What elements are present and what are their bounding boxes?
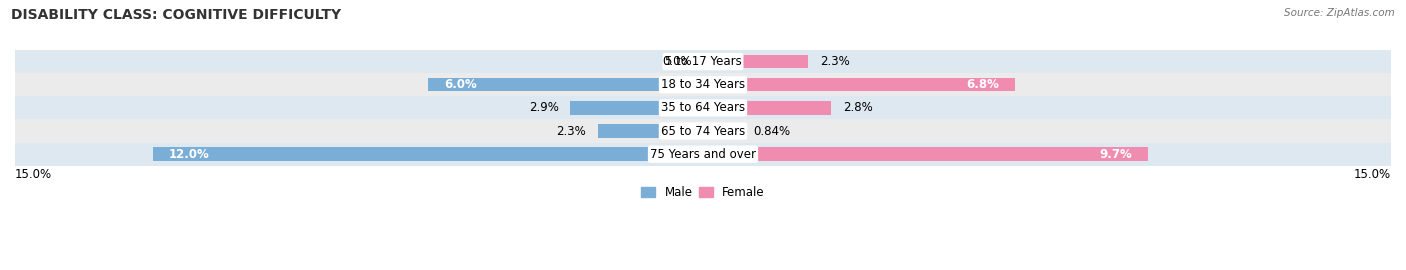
Text: 6.0%: 6.0% xyxy=(444,78,477,91)
Legend: Male, Female: Male, Female xyxy=(637,181,769,204)
Text: 15.0%: 15.0% xyxy=(1354,168,1391,181)
Text: 65 to 74 Years: 65 to 74 Years xyxy=(661,124,745,137)
Text: 0.0%: 0.0% xyxy=(662,55,692,68)
Bar xyxy=(153,147,703,161)
Bar xyxy=(15,143,1391,166)
Text: 6.8%: 6.8% xyxy=(966,78,998,91)
Bar xyxy=(15,50,1391,73)
Text: 2.8%: 2.8% xyxy=(842,102,873,114)
Bar xyxy=(703,124,741,138)
Text: Source: ZipAtlas.com: Source: ZipAtlas.com xyxy=(1284,8,1395,18)
Text: 35 to 64 Years: 35 to 64 Years xyxy=(661,102,745,114)
Bar xyxy=(703,55,808,68)
Bar xyxy=(427,78,703,92)
Text: DISABILITY CLASS: COGNITIVE DIFFICULTY: DISABILITY CLASS: COGNITIVE DIFFICULTY xyxy=(11,8,342,22)
Bar xyxy=(569,101,703,114)
Text: 5 to 17 Years: 5 to 17 Years xyxy=(665,55,741,68)
Text: 2.9%: 2.9% xyxy=(529,102,558,114)
Bar xyxy=(703,78,1015,92)
Bar xyxy=(703,147,1147,161)
Text: 75 Years and over: 75 Years and over xyxy=(650,148,756,161)
Text: 18 to 34 Years: 18 to 34 Years xyxy=(661,78,745,91)
Bar xyxy=(703,101,831,114)
Bar xyxy=(15,73,1391,96)
Text: 15.0%: 15.0% xyxy=(15,168,52,181)
Bar xyxy=(15,96,1391,119)
Text: 2.3%: 2.3% xyxy=(820,55,849,68)
Text: 9.7%: 9.7% xyxy=(1099,148,1132,161)
Text: 12.0%: 12.0% xyxy=(169,148,209,161)
Bar xyxy=(15,119,1391,143)
Text: 2.3%: 2.3% xyxy=(557,124,586,137)
Bar xyxy=(598,124,703,138)
Text: 0.84%: 0.84% xyxy=(754,124,790,137)
